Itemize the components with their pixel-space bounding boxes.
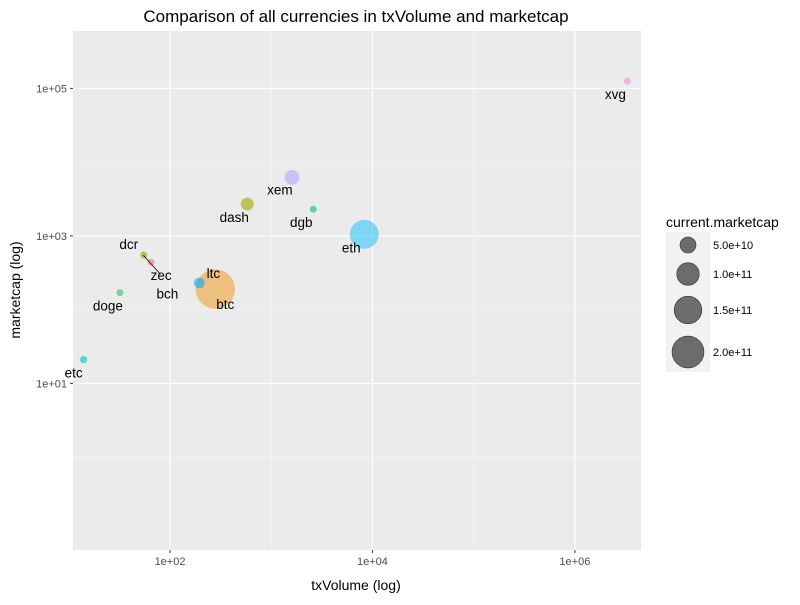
legend-key-bubble xyxy=(671,335,705,369)
y-tick-label: 1e+01 xyxy=(36,378,67,390)
point-label-btc: btc xyxy=(216,297,234,312)
point-label-eth: eth xyxy=(342,240,361,255)
bch-label-leader xyxy=(143,255,161,275)
bubble-btc[interactable] xyxy=(195,269,235,309)
bubble-dcr[interactable] xyxy=(140,251,148,259)
bubble-xem[interactable] xyxy=(284,170,300,185)
x-axis-title: txVolume (log) xyxy=(311,577,400,593)
plot-panel xyxy=(73,31,641,550)
bubble-zec[interactable] xyxy=(147,258,155,266)
point-label-etc: etc xyxy=(65,366,83,381)
point-label-xvg: xvg xyxy=(605,87,626,102)
x-tick-label: 1e+06 xyxy=(559,556,590,568)
point-label-doge: doge xyxy=(93,299,123,314)
point-label-xem: xem xyxy=(267,182,293,197)
legend-label: 5.0e+10 xyxy=(713,240,753,252)
legend-label: 1.0e+11 xyxy=(713,269,752,281)
bubble-dgb[interactable] xyxy=(309,205,317,213)
y-axis-title: marketcap (log) xyxy=(7,241,23,338)
y-tick-label: 1e+03 xyxy=(36,231,67,243)
legend: current.marketcap 5.0e+10 1.0e+11 1.5e+11 2… xyxy=(666,214,779,372)
bubble-dash[interactable] xyxy=(240,197,254,211)
legend-label: 1.5e+11 xyxy=(713,305,752,317)
point-label-ltc: ltc xyxy=(207,266,221,281)
point-label-dash: dash xyxy=(220,210,249,225)
legend-key-bubble xyxy=(679,236,697,254)
legend-key-bubble xyxy=(676,262,700,286)
bubble-etc[interactable] xyxy=(79,355,88,364)
bubble-doge[interactable] xyxy=(116,289,124,297)
bubble-ltc[interactable] xyxy=(194,277,205,289)
legend-label: 2.0e+11 xyxy=(713,347,752,359)
point-label-zec: zec xyxy=(151,268,172,283)
x-tick-label: 1e+04 xyxy=(357,556,388,568)
point-label-bch: bch xyxy=(156,286,178,301)
legend-title: current.marketcap xyxy=(666,214,779,230)
legend-key-bubble xyxy=(673,295,703,325)
x-tick-label: 1e+02 xyxy=(155,556,186,568)
bubble-eth[interactable] xyxy=(349,219,379,249)
bubble-xvg[interactable] xyxy=(623,77,631,85)
chart-title: Comparison of all currencies in txVolume… xyxy=(143,7,568,26)
point-label-dcr: dcr xyxy=(119,237,138,252)
y-tick-label: 1e+05 xyxy=(36,83,67,95)
point-label-dgb: dgb xyxy=(290,215,313,230)
